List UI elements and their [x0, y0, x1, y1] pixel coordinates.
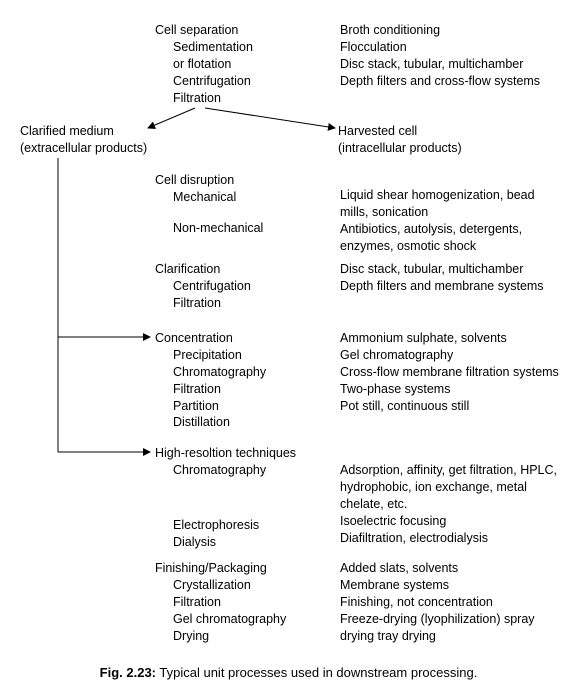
detail-text: Membrane systems	[340, 577, 565, 594]
detail-text: Depth filters and membrane systems	[340, 278, 565, 295]
clarification-block: Clarification Centrifugation Filtration …	[155, 261, 565, 312]
finishing-block: Finishing/Packaging Crystallization Filt…	[155, 560, 565, 644]
detail-text: Liquid shear homogenization, bead mills,…	[340, 187, 565, 221]
finishing-title: Finishing/Packaging	[155, 560, 340, 577]
broth-conditioning-title: Broth conditioning	[340, 22, 555, 39]
sub-item: Non-mechanical	[173, 220, 340, 237]
caption-text: Typical unit processes used in downstrea…	[156, 665, 477, 680]
sub-item: Filtration	[173, 594, 340, 611]
sub-item: Filtration	[173, 381, 340, 398]
cell-separation-block: Cell separation Sedimentation or flotati…	[155, 22, 555, 106]
highres-title: High-resoltion techniques	[155, 445, 340, 462]
detail-text: Diafiltration, electrodialysis	[340, 530, 565, 547]
sub-item: Distillation	[173, 414, 340, 431]
cell-disruption-block: Cell disruption Mechanical Non-mechanica…	[155, 172, 565, 255]
detail-text: Disc stack, tubular, multichamber	[340, 261, 565, 278]
detail-text: Gel chromatography	[340, 347, 565, 364]
sub-item: Disc stack, tubular, multichamber	[340, 56, 555, 73]
sub-item: Filtration	[173, 295, 340, 312]
figure-caption: Fig. 2.23: Typical unit processes used i…	[0, 665, 577, 680]
detail-text: Antibiotics, autolysis, detergents, enzy…	[340, 221, 565, 255]
detail-text: Finishing, not concentration	[340, 594, 565, 611]
cell-disruption-title: Cell disruption	[155, 172, 340, 189]
sub-item: Filtration	[173, 90, 340, 107]
detail-text: Freeze-drying (lyophilization) spray dry…	[340, 611, 565, 645]
harvested-cell-label: Harvested cell (intracellular products)	[338, 123, 462, 157]
sub-item: Electrophoresis	[173, 517, 340, 534]
sub-item: Centrifugation	[173, 278, 340, 295]
sub-item: or flotation	[173, 56, 340, 73]
sub-item: Centrifugation	[173, 73, 340, 90]
label-line: Clarified medium	[20, 123, 147, 140]
highres-block: High-resoltion techniques Chromatography…	[155, 445, 565, 551]
sub-item: Crystallization	[173, 577, 340, 594]
sub-item: Mechanical	[173, 189, 340, 206]
caption-label: Fig. 2.23:	[100, 665, 156, 680]
label-line: (extracellular products)	[20, 140, 147, 157]
sub-item: Chromatography	[173, 462, 340, 479]
label-line: (intracellular products)	[338, 140, 462, 157]
detail-text: Added slats, solvents	[340, 560, 565, 577]
sub-item: Chromatography	[173, 364, 340, 381]
detail-text: Two-phase systems	[340, 381, 565, 398]
label-line: Harvested cell	[338, 123, 462, 140]
sub-item: Flocculation	[340, 39, 555, 56]
sub-item: Depth filters and cross-flow systems	[340, 73, 555, 90]
sub-item: Drying	[173, 628, 340, 645]
clarified-medium-label: Clarified medium (extracellular products…	[20, 123, 147, 157]
detail-text: Ammonium sulphate, solvents	[340, 330, 565, 347]
detail-text: Pot still, continuous still	[340, 398, 565, 415]
concentration-title: Concentration	[155, 330, 340, 347]
sub-item: Dialysis	[173, 534, 340, 551]
cell-separation-title: Cell separation	[155, 22, 340, 39]
detail-text: Adsorption, affinity, get filtration, HP…	[340, 462, 565, 513]
sub-item: Partition	[173, 398, 340, 415]
concentration-block: Concentration Precipitation Chromatograp…	[155, 330, 565, 431]
sub-item: Sedimentation	[173, 39, 340, 56]
sub-item: Precipitation	[173, 347, 340, 364]
clarification-title: Clarification	[155, 261, 340, 278]
detail-text: Isoelectric focusing	[340, 513, 565, 530]
detail-text: Cross-flow membrane filtration systems	[340, 364, 565, 381]
sub-item: Gel chromatography	[173, 611, 340, 628]
